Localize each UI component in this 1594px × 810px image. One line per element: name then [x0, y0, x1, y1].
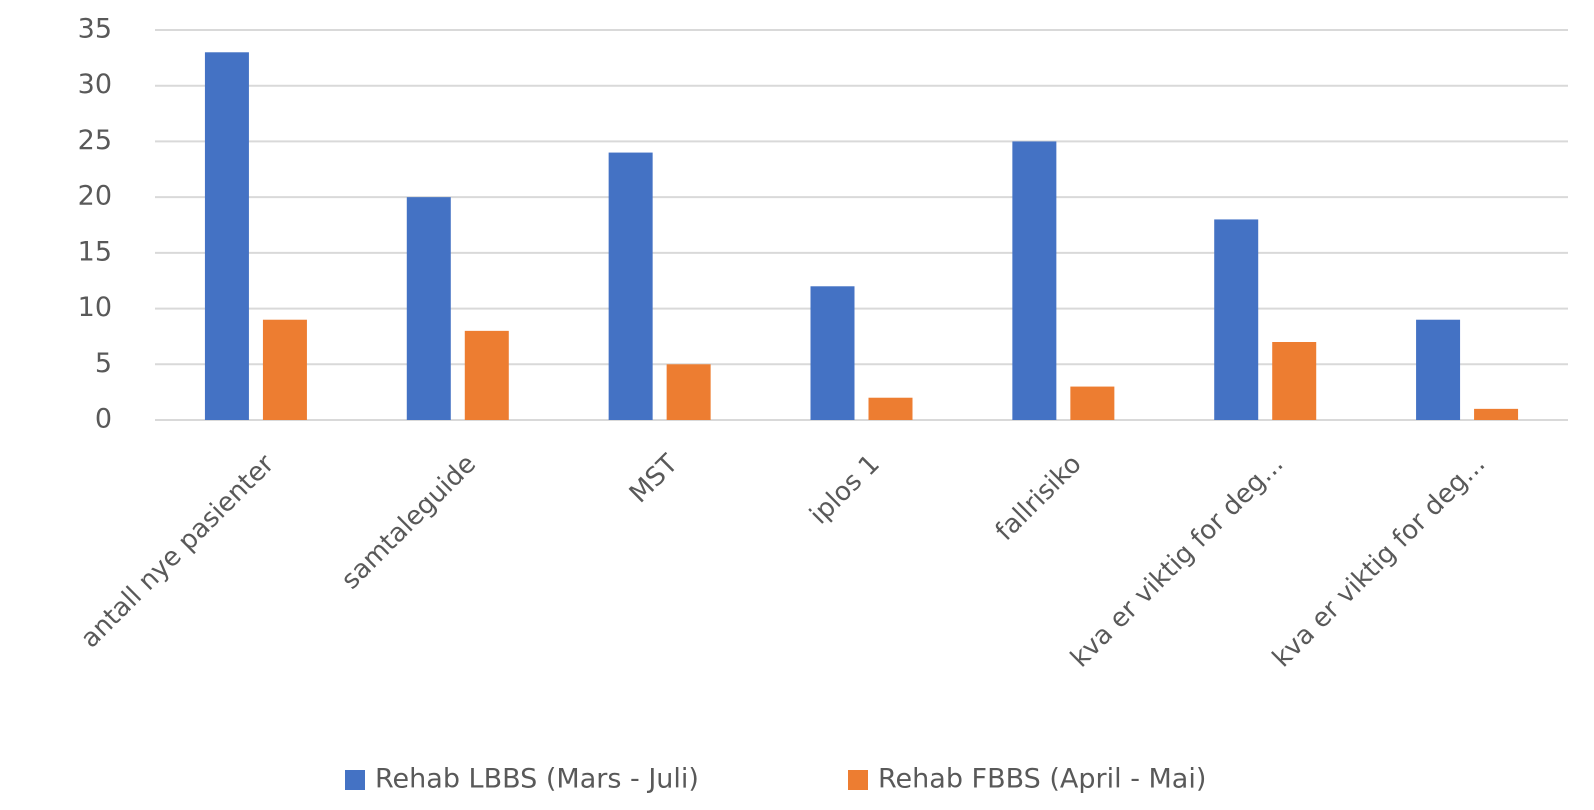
legend-label: Rehab LBBS (Mars - Juli) — [375, 764, 699, 795]
bar — [1012, 141, 1057, 420]
y-tick-label: 5 — [95, 348, 112, 379]
y-tick-label: 25 — [78, 125, 112, 156]
x-tick-label: MST — [624, 449, 684, 509]
y-tick-label: 15 — [78, 236, 112, 267]
y-tick-label: 0 — [95, 404, 112, 435]
bar — [1214, 219, 1259, 420]
y-tick-label: 35 — [78, 14, 112, 45]
bar — [608, 152, 653, 421]
bar — [1474, 408, 1519, 420]
x-tick-label: iplos 1 — [804, 449, 885, 530]
bar — [262, 319, 307, 420]
bar — [406, 197, 451, 420]
legend-label: Rehab FBBS (April - Mai) — [878, 764, 1206, 795]
bar — [464, 330, 509, 420]
bar — [1070, 386, 1115, 420]
bar — [204, 52, 249, 421]
bar — [666, 364, 711, 420]
legend-swatch — [345, 770, 365, 790]
y-tick-label: 20 — [78, 181, 112, 212]
x-tick-label: fallrisiko — [990, 449, 1088, 547]
bar — [1416, 319, 1461, 420]
y-tick-label: 30 — [78, 69, 112, 100]
bar — [868, 397, 913, 420]
legend-swatch — [848, 770, 868, 790]
x-tick-label: samtaleguide — [336, 449, 482, 595]
bar — [810, 286, 855, 420]
x-tick-label: antall nye pasienter — [75, 449, 280, 654]
bar — [1272, 342, 1317, 420]
x-tick-label: kva er viktig for deg... — [1065, 449, 1289, 673]
y-tick-label: 10 — [78, 292, 112, 323]
x-tick-label: kva er viktig for deg... — [1267, 449, 1491, 673]
